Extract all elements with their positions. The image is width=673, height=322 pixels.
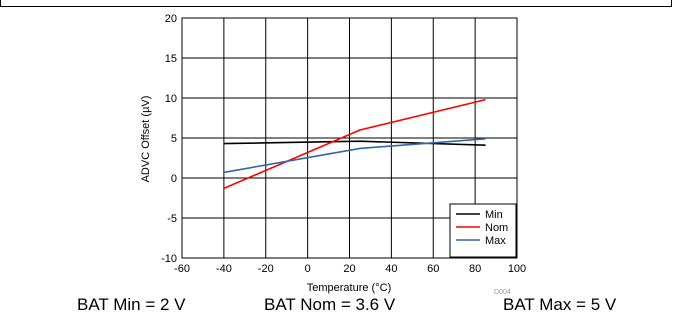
caption-bat-nom: BAT Nom = 3.6 V [264, 295, 396, 314]
legend-label-min: Min [485, 209, 503, 221]
series-line-min [223, 140, 486, 146]
y-tick-label: 0 [171, 173, 177, 185]
y-axis-label: ADVC Offset (µV) [140, 96, 152, 183]
series-lines [223, 98, 486, 190]
caption-bat-max: BAT Max = 5 V [503, 295, 617, 314]
y-tick-labels: -10 -5 0 5 10 15 20 [161, 13, 177, 265]
x-tick-labels: -60 -40 -20 0 20 40 60 80 100 [174, 263, 526, 275]
x-tick-label: 0 [305, 263, 311, 275]
y-tick-label: -5 [167, 213, 177, 225]
plot-border [181, 17, 518, 259]
panel-frame [0, 0, 672, 7]
y-tick-label: -10 [161, 253, 177, 265]
y-tick-label: 15 [165, 53, 177, 65]
x-tick-label: 60 [427, 263, 439, 275]
legend-label-max: Max [485, 235, 506, 247]
x-tick-label: 40 [385, 263, 397, 275]
legend-box [449, 203, 517, 258]
figure-id: D004 [494, 289, 511, 296]
x-tick-label: 20 [343, 263, 355, 275]
y-tick-label: 20 [165, 13, 177, 25]
x-tick-label: -60 [174, 263, 190, 275]
legend-label-nom: Nom [485, 222, 508, 234]
series-line-max [223, 138, 486, 174]
y-tick-label: 10 [165, 93, 177, 105]
caption-bat-min: BAT Min = 2 V [77, 295, 186, 314]
y-tick-label: 5 [171, 133, 177, 145]
series-line-nom [223, 98, 486, 190]
x-tick-label: -20 [258, 263, 274, 275]
x-tick-label: -40 [216, 263, 232, 275]
x-axis-label: Temperature (°C) [307, 282, 391, 294]
x-tick-label: 100 [508, 263, 526, 275]
x-tick-label: 80 [469, 263, 481, 275]
